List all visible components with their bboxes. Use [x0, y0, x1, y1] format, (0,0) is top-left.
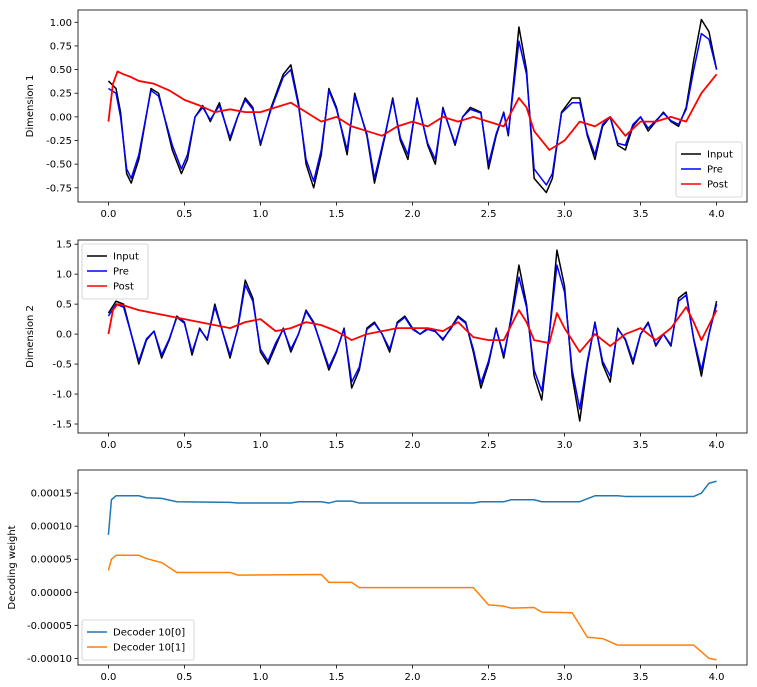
x-tick-label: 0.5 — [176, 209, 192, 220]
series-post-line — [107, 70, 718, 151]
series-pre-line — [107, 264, 718, 410]
series-decoder-10-0-line — [107, 480, 717, 535]
y-tick-label: 0.00015 — [31, 489, 72, 500]
x-tick-label: 1.5 — [329, 209, 345, 220]
y-axis-label: Decoding weight — [7, 525, 18, 609]
x-tick-label: 0.5 — [176, 440, 192, 451]
legend-label-post: Post — [707, 180, 728, 191]
subplot-1: 0.0 0.5 1.0 1.5 2.0 2.5 3.0 3.5 4.0 -0.75 -0.50 -0.… — [25, 9, 748, 220]
y-tick-label: 0.00010 — [31, 522, 72, 533]
x-tick-label: 3.5 — [633, 672, 649, 683]
x-tick-label: 2.0 — [405, 440, 421, 451]
legend-label-decoder-10-1: Decoder 10[1] — [113, 643, 185, 654]
x-tick-label: 3.5 — [633, 440, 649, 451]
x-tick-label: 2.5 — [481, 672, 497, 683]
y-tick-label: -0.5 — [52, 360, 72, 371]
y-tick-label: 0.75 — [50, 41, 72, 52]
x-tick-label: 3.0 — [557, 440, 573, 451]
y-tick-label: 1.0 — [56, 270, 72, 281]
axes-frame — [77, 239, 748, 434]
y-tick-label: 0.00 — [50, 112, 72, 123]
legend-label-decoder-10-0: Decoder 10[0] — [113, 628, 185, 639]
x-tick-label: 1.5 — [329, 672, 345, 683]
y-tick-label: 0.5 — [56, 300, 72, 311]
subplot-2: 0.0 0.5 1.0 1.5 2.0 2.5 3.0 3.5 4.0 -1.5 -1.0 -0.5 0… — [25, 239, 748, 451]
y-tick-label: 0.50 — [50, 65, 72, 76]
x-tick-label: 2.0 — [405, 672, 421, 683]
legend-label-pre: Pre — [113, 267, 129, 278]
x-tick-label: 3.0 — [557, 209, 573, 220]
legend-label-input: Input — [707, 150, 733, 161]
y-tick-label: -0.25 — [46, 136, 72, 147]
series-decoder-10-1-line — [107, 554, 717, 661]
series-pre-line — [108, 32, 718, 186]
legend-label-pre: Pre — [707, 165, 723, 176]
x-tick-label: 0.5 — [176, 672, 192, 683]
x-tick-label: 2.5 — [481, 440, 497, 451]
y-tick-label: 0.00000 — [31, 588, 72, 599]
legend-frame — [81, 619, 195, 661]
legend-label-input: Input — [113, 252, 139, 263]
x-tick-label: 1.0 — [253, 672, 269, 683]
y-tick-label: 0.25 — [50, 89, 72, 100]
axes-frame — [77, 9, 748, 203]
x-tick-label: 1.5 — [329, 440, 345, 451]
y-tick-label: 1.5 — [56, 240, 72, 251]
x-tick-label: 4.0 — [709, 209, 725, 220]
y-tick-label: -1.0 — [52, 390, 72, 401]
legend-label-post: Post — [113, 282, 134, 293]
x-tick-label: 1.0 — [253, 440, 269, 451]
x-tick-label: 3.5 — [633, 209, 649, 220]
x-tick-label: 0.0 — [100, 672, 116, 683]
plot-area — [107, 18, 718, 194]
x-tick-label: 0.0 — [100, 440, 116, 451]
x-tick-label: 0.0 — [100, 209, 116, 220]
x-tick-label: 4.0 — [709, 440, 725, 451]
legend: Input Pre Post — [81, 243, 149, 300]
x-tick-label: 2.0 — [405, 209, 421, 220]
y-tick-label: -0.00005 — [27, 621, 72, 632]
subplots: 0.0 0.5 1.0 1.5 2.0 2.5 3.0 3.5 4.0 -0.75 -0.50 -0.… — [7, 9, 748, 683]
y-tick-label: -1.5 — [52, 420, 72, 431]
y-tick-label: -0.00010 — [27, 654, 72, 665]
y-tick-label: 0.00005 — [31, 555, 72, 566]
x-tick-label: 1.0 — [253, 209, 269, 220]
x-tick-label: 2.5 — [481, 209, 497, 220]
axes-frame — [77, 469, 748, 666]
y-tick-label: -0.75 — [46, 183, 72, 194]
y-tick-label: 0.0 — [56, 330, 72, 341]
x-tick-label: 4.0 — [709, 672, 725, 683]
y-axis-label: Dimension 2 — [25, 305, 36, 368]
subplot-3: 0.0 0.5 1.0 1.5 2.0 2.5 3.0 3.5 4.0 -0.00010 -0.00… — [7, 469, 748, 683]
series-post-line — [107, 303, 718, 353]
y-tick-label: -0.50 — [46, 160, 72, 171]
x-tick-label: 3.0 — [557, 672, 573, 683]
legend: Decoder 10[0] Decoder 10[1] — [81, 619, 195, 661]
y-tick-label: 1.00 — [50, 18, 72, 29]
y-axis-label: Dimension 1 — [25, 75, 36, 138]
plot-area — [107, 249, 718, 422]
legend: Input Pre Post — [675, 141, 743, 198]
plot-area — [107, 480, 717, 661]
